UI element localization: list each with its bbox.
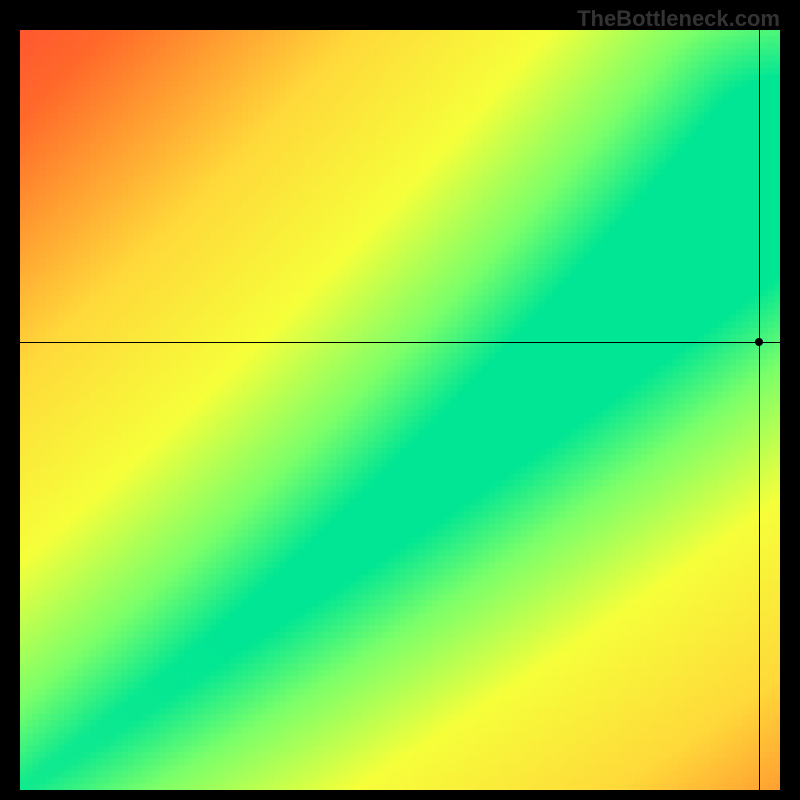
crosshair-horizontal [20, 342, 780, 343]
heatmap-canvas [20, 30, 780, 790]
crosshair-vertical [759, 30, 760, 790]
selection-marker [755, 338, 763, 346]
bottleneck-heatmap [20, 30, 780, 790]
watermark-text: TheBottleneck.com [577, 6, 780, 32]
